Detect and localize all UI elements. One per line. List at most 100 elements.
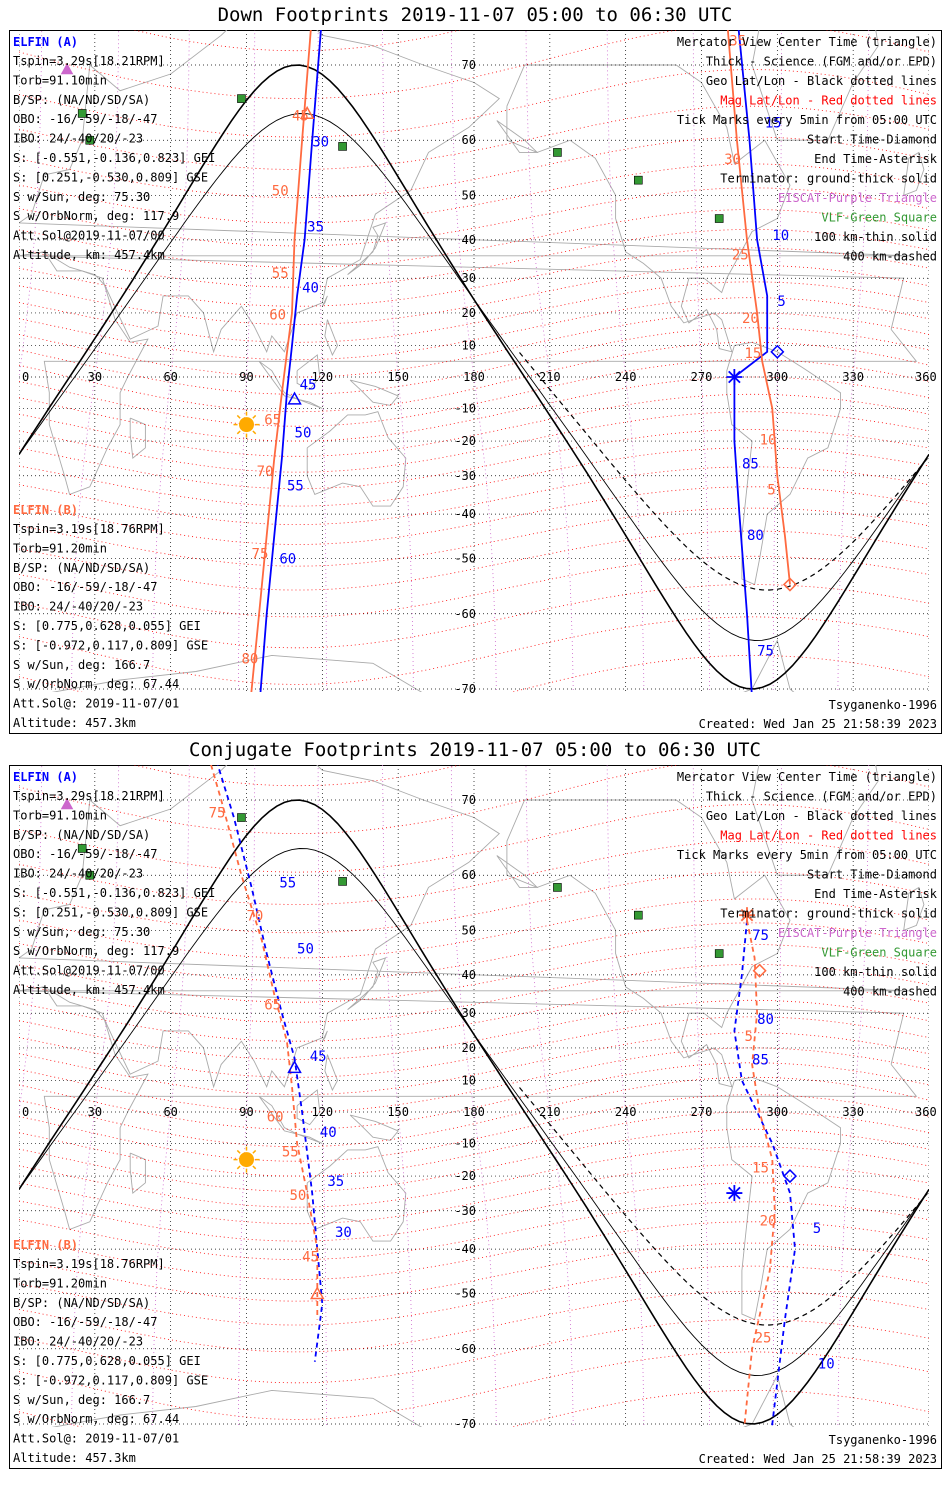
elfin-b-info-line: Altitude: 457.3km <box>13 1451 136 1465</box>
legend-entry: 400 km-dashed <box>843 250 937 264</box>
terminator-100km <box>19 113 929 641</box>
lat-tick-label: 20 <box>462 306 476 320</box>
elfin-a-info-line: S w/Sun, deg: 75.30 <box>13 925 150 939</box>
track-time-label: 85 <box>742 457 759 473</box>
elfin-a-info-line: Altitude, km: 457.4km <box>13 983 165 997</box>
elfin-a-info-line: Torb=91.10min <box>13 808 107 822</box>
vlf-station-square <box>85 135 95 145</box>
track-time-label: 65 <box>264 998 281 1014</box>
legend-entry: 100 km-thin solid <box>814 965 937 979</box>
track-time-label: 60 <box>279 552 296 568</box>
mag-latitude <box>19 1062 929 1130</box>
elfin-b-info-line: Torb=91.20min <box>13 541 107 555</box>
lon-tick-label: 60 <box>163 1105 177 1119</box>
elfin-b-heading: ELFIN (B) <box>13 503 78 517</box>
vlf-station-square <box>237 813 246 822</box>
elfin-a-info-line: OBO: -16/-59/-18/-47 <box>13 847 158 861</box>
elfin-a-info-line: IBO: 24/-40/20/-23 <box>13 132 143 146</box>
elfin-b-info-line: OBO: -16/-59/-18/-47 <box>13 580 158 594</box>
lon-tick-label: 180 <box>463 1105 485 1119</box>
track-time-label: 20 <box>760 1214 777 1230</box>
map-area: 3035404550556065455055606570758015105858… <box>19 30 929 692</box>
mag-latitude <box>19 69 929 138</box>
track-time-label: 45 <box>292 108 309 124</box>
mag-latitude <box>19 411 929 473</box>
elfin-b-info-line: Torb=91.20min <box>13 1276 107 1290</box>
track-time-label: 50 <box>295 426 312 442</box>
coastline <box>506 799 791 1088</box>
lat-tick-label: 20 <box>462 1041 476 1055</box>
mag-meridian <box>317 30 327 692</box>
elfin-b-info-line: S: [-0.972,0.117,0.809] GSE <box>13 1373 208 1387</box>
mag-meridian <box>317 765 327 1427</box>
track-time-label: 80 <box>747 528 764 544</box>
lat-tick-label: 10 <box>462 1073 476 1087</box>
elfin-a-center-triangle <box>287 1060 302 1074</box>
elfin-a-info-line: S w/OrbNorm, deg: 117.9 <box>13 209 179 223</box>
lon-tick-label: 330 <box>842 370 864 384</box>
coastline <box>19 30 909 354</box>
elfin-a-info-line: Att.Sol@2019-11-07/00 <box>13 229 165 243</box>
track-time-label: 20 <box>742 311 759 327</box>
mag-latitude <box>19 359 929 427</box>
elfin-b-center-triangle <box>310 1286 325 1300</box>
elfin-b-info-line: B/SP: (NA/ND/SD/SA) <box>13 561 150 575</box>
lon-tick-label: 0 <box>22 1105 29 1119</box>
elfin-b-center-triangle <box>299 105 315 120</box>
lon-tick-label: 60 <box>163 370 177 384</box>
elfin-a-center-triangle <box>287 391 302 405</box>
elfin-b-end-asterisk <box>739 907 755 924</box>
legend-entry: Thick - Science (FGM and/or EPD) <box>706 55 937 69</box>
created-timestamp: Created: Wed Jan 25 21:58:39 2023 <box>699 717 937 731</box>
track-time-label: 70 <box>247 908 264 924</box>
lat-tick-label: 50 <box>462 188 476 202</box>
elfin-b-info-line: S w/OrbNorm, deg: 67.44 <box>13 1412 179 1426</box>
mag-meridian <box>772 30 782 692</box>
lat-tick-label: -60 <box>454 1342 476 1356</box>
legend-entry: VLF-Green Square <box>821 946 937 960</box>
legend-entry: Mercator View Center Time (triangle) <box>677 770 937 784</box>
legend-entry: Geo Lat/Lon - Black dotted lines <box>706 74 937 88</box>
lat-tick-label: -50 <box>454 552 476 566</box>
legend-entry: Start Time-Diamond <box>807 133 937 147</box>
coastline <box>726 1076 841 1321</box>
created-timestamp: Created: Wed Jan 25 21:58:39 2023 <box>699 1452 937 1466</box>
elfin-a-end-asterisk <box>726 369 743 385</box>
coastline <box>324 1054 338 1092</box>
track-time-label: 5 <box>767 482 775 498</box>
legend-entry: EISCAT-Purple Triangle <box>778 926 937 940</box>
elfin-b-track-late <box>726 30 791 585</box>
mag-latitude <box>19 297 929 361</box>
track-time-label: 10 <box>818 1357 835 1373</box>
model-label: Tsyganenko-1996 <box>829 1433 937 1447</box>
lat-tick-label: 10 <box>462 338 476 352</box>
coastline <box>506 64 791 353</box>
elfin-b-info-line: S: [0.775,0.628,0.055] GEI <box>13 1354 201 1368</box>
elfin-a-info-line: S: [-0.551,-0.136,0.823] GEI <box>13 886 215 900</box>
elfin-b-heading: ELFIN (B) <box>13 1238 78 1252</box>
mag-latitude <box>19 804 929 873</box>
lon-tick-label: 360 <box>915 370 937 384</box>
track-time-label: 10 <box>772 228 789 244</box>
track-time-label: 50 <box>289 1188 306 1204</box>
elfin-b-info-line: Tspin=3.19s[18.76RPM] <box>13 1257 165 1271</box>
elfin-b-info-line: Att.Sol@: 2019-11-07/01 <box>13 1432 179 1446</box>
lon-tick-label: 240 <box>615 370 637 384</box>
vlf-station-square <box>77 844 87 853</box>
vlf-station-square <box>338 142 347 151</box>
track-time-label: 65 <box>264 413 281 429</box>
vlf-station-square <box>85 870 95 880</box>
coastline <box>496 855 539 888</box>
elfin-a-info-line: Altitude, km: 457.4km <box>13 248 165 262</box>
lon-tick-label: 270 <box>691 1105 713 1119</box>
elfin-a-info-line: S w/Sun, deg: 75.30 <box>13 190 150 204</box>
elfin-a-info-line: OBO: -16/-59/-18/-47 <box>13 112 158 126</box>
lat-tick-label: -20 <box>454 434 476 448</box>
track-time-label: 75 <box>757 643 774 659</box>
track-time-label: 75 <box>252 547 269 563</box>
coastline <box>19 765 909 1089</box>
map-frame <box>9 765 942 1469</box>
elfin-a-track <box>216 765 324 1362</box>
lat-tick-label: -30 <box>454 1204 476 1218</box>
lat-tick-label: 40 <box>462 968 476 982</box>
